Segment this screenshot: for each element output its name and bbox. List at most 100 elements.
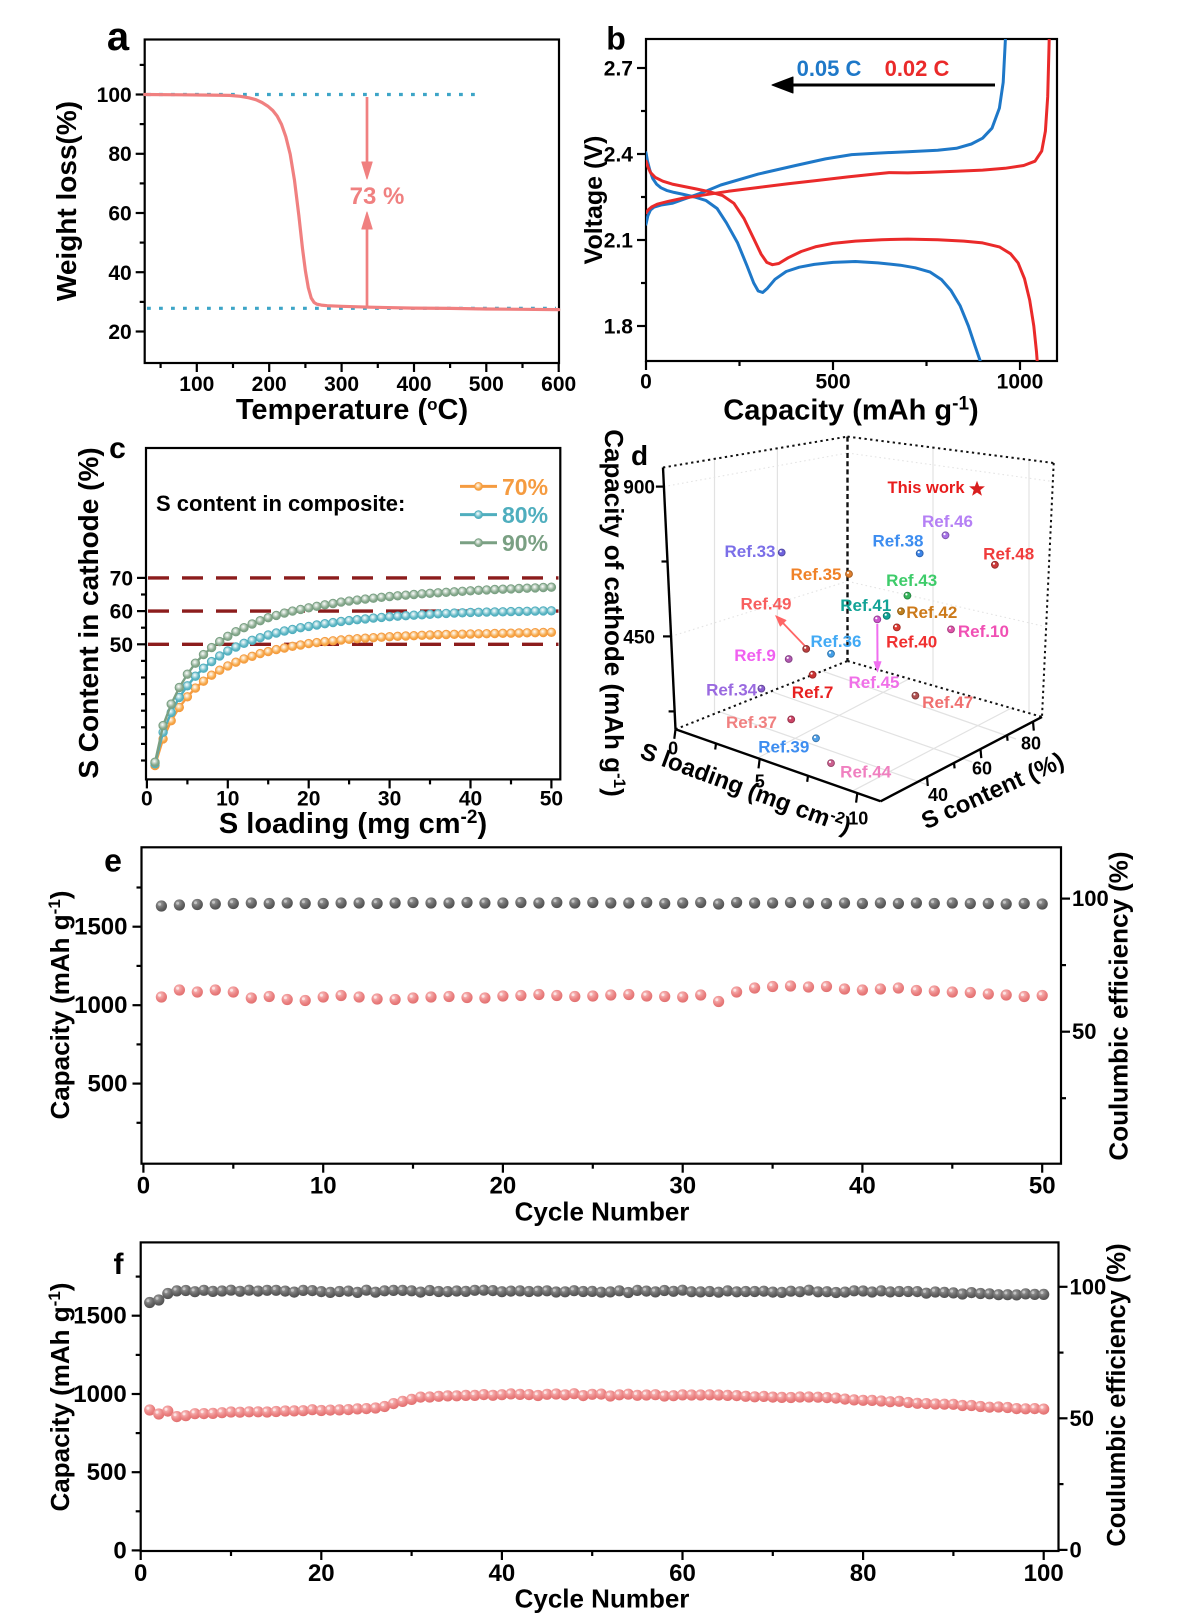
svg-text:40: 40 — [849, 1173, 876, 1200]
svg-text:80: 80 — [1021, 734, 1041, 754]
svg-text:Coulumbic efficiency (%): Coulumbic efficiency (%) — [1104, 851, 1134, 1160]
svg-text:5: 5 — [755, 772, 765, 792]
svg-text:100: 100 — [97, 84, 132, 107]
svg-text:S Content in cathode (%): S Content in cathode (%) — [73, 447, 104, 778]
svg-text:20: 20 — [490, 1173, 517, 1200]
svg-text:30: 30 — [378, 787, 401, 810]
svg-text:Ref.41: Ref.41 — [840, 596, 891, 615]
svg-text:d: d — [631, 440, 648, 471]
svg-text:This work: This work — [887, 479, 965, 497]
svg-text:0: 0 — [141, 787, 153, 810]
svg-text:Cycle Number: Cycle Number — [515, 1197, 690, 1227]
svg-text:Ref.38: Ref.38 — [872, 532, 923, 551]
svg-text:S content in composite:: S content in composite: — [156, 491, 405, 516]
svg-text:Ref.46: Ref.46 — [922, 512, 973, 531]
svg-text:500: 500 — [87, 1071, 127, 1098]
svg-text:70: 70 — [110, 567, 133, 590]
svg-text:50: 50 — [1072, 1019, 1096, 1044]
svg-text:20: 20 — [297, 787, 320, 810]
svg-text:e: e — [104, 843, 122, 879]
svg-text:Ref.48: Ref.48 — [983, 544, 1034, 563]
svg-text:450: 450 — [623, 627, 655, 648]
svg-text:50: 50 — [1029, 1173, 1056, 1200]
svg-text:f: f — [114, 1248, 125, 1281]
svg-text:80: 80 — [850, 1560, 877, 1587]
svg-text:2.1: 2.1 — [604, 230, 634, 253]
svg-text:2.4: 2.4 — [604, 144, 634, 167]
svg-text:0: 0 — [134, 1560, 147, 1587]
svg-text:60: 60 — [108, 203, 131, 226]
svg-text:b: b — [606, 21, 626, 57]
svg-text:c: c — [109, 432, 126, 465]
svg-text:600: 600 — [541, 373, 576, 396]
svg-text:50: 50 — [540, 787, 563, 810]
svg-text:Ref.45: Ref.45 — [848, 673, 899, 692]
svg-text:0: 0 — [137, 1173, 150, 1200]
svg-text:40: 40 — [489, 1560, 516, 1587]
svg-text:20: 20 — [308, 1560, 335, 1587]
svg-text:73 %: 73 % — [350, 183, 405, 210]
svg-text:Ref.37: Ref.37 — [726, 713, 777, 732]
svg-text:Ref.34: Ref.34 — [706, 681, 758, 700]
svg-text:a: a — [107, 15, 130, 59]
svg-text:Ref.33: Ref.33 — [724, 542, 775, 561]
svg-text:Ref.49: Ref.49 — [740, 595, 791, 614]
svg-text:30: 30 — [669, 1173, 696, 1200]
svg-text:40: 40 — [928, 785, 948, 805]
svg-text:1500: 1500 — [73, 1303, 126, 1330]
svg-text:Capacity of cathode (mAh g-1): Capacity of cathode (mAh g-1) — [599, 429, 629, 797]
svg-text:Weight loss(%): Weight loss(%) — [51, 101, 82, 301]
svg-text:900: 900 — [623, 478, 655, 499]
svg-text:2.7: 2.7 — [604, 58, 633, 81]
svg-text:0: 0 — [668, 739, 678, 759]
svg-text:0: 0 — [640, 371, 652, 394]
svg-text:90%: 90% — [502, 530, 548, 556]
svg-text:80%: 80% — [502, 502, 548, 528]
svg-text:1000: 1000 — [74, 992, 127, 1019]
svg-text:Ref.44: Ref.44 — [840, 763, 892, 782]
svg-text:1000: 1000 — [73, 1381, 126, 1408]
svg-text:50: 50 — [1070, 1406, 1094, 1431]
svg-text:1000: 1000 — [997, 371, 1044, 394]
svg-text:70%: 70% — [502, 474, 548, 500]
svg-text:0: 0 — [1070, 1537, 1082, 1562]
svg-text:0.02 C: 0.02 C — [885, 56, 950, 81]
svg-text:S loading (mg cm-2): S loading (mg cm-2) — [219, 807, 487, 840]
svg-text:100: 100 — [1070, 1274, 1107, 1299]
svg-text:10: 10 — [216, 787, 239, 810]
svg-text:Ref.42: Ref.42 — [906, 603, 957, 622]
svg-text:50: 50 — [110, 634, 133, 657]
svg-text:500: 500 — [87, 1459, 127, 1486]
svg-text:0.05 C: 0.05 C — [797, 56, 862, 81]
svg-text:Voltage (V): Voltage (V) — [580, 136, 608, 265]
svg-text:Ref.9: Ref.9 — [734, 646, 776, 665]
svg-text:Ref.36: Ref.36 — [810, 632, 861, 651]
svg-text:Capacity (mAh g-1): Capacity (mAh g-1) — [723, 394, 978, 427]
svg-text:500: 500 — [469, 373, 504, 396]
svg-text:Coulumbic efficiency (%): Coulumbic efficiency (%) — [1103, 1243, 1131, 1546]
svg-text:10: 10 — [310, 1173, 337, 1200]
svg-text:60: 60 — [669, 1560, 696, 1587]
svg-text:Capacity (mAh g-1): Capacity (mAh g-1) — [45, 891, 75, 1120]
svg-text:1500: 1500 — [74, 914, 127, 941]
svg-text:500: 500 — [815, 371, 850, 394]
svg-text:60: 60 — [972, 759, 992, 779]
svg-text:Ref.43: Ref.43 — [886, 571, 937, 590]
svg-text:100: 100 — [179, 373, 214, 396]
svg-text:40: 40 — [459, 787, 482, 810]
svg-text:20: 20 — [108, 321, 131, 344]
svg-text:Temperature (oC): Temperature (oC) — [236, 394, 468, 426]
svg-text:40: 40 — [108, 262, 131, 285]
svg-text:60: 60 — [110, 601, 133, 624]
svg-text:Ref.7: Ref.7 — [792, 683, 834, 702]
svg-text:Ref.39: Ref.39 — [758, 738, 809, 757]
svg-text:Ref.10: Ref.10 — [958, 622, 1009, 641]
svg-text:Capacity (mAh g-1): Capacity (mAh g-1) — [45, 1283, 75, 1512]
svg-text:80: 80 — [108, 143, 131, 166]
svg-text:Ref.35: Ref.35 — [790, 565, 841, 584]
svg-text:300: 300 — [324, 373, 359, 396]
svg-text:400: 400 — [396, 373, 431, 396]
svg-text:100: 100 — [1024, 1560, 1064, 1587]
svg-text:Ref.40: Ref.40 — [886, 632, 937, 651]
svg-text:Ref.47: Ref.47 — [922, 693, 973, 712]
